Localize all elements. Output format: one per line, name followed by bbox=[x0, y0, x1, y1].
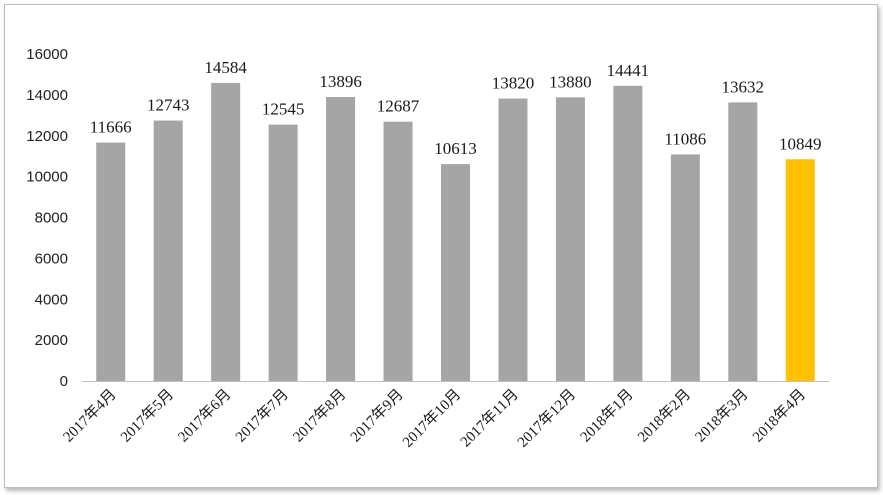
data-label: 10849 bbox=[779, 134, 822, 153]
x-tick-label: 2017年6月 bbox=[175, 386, 235, 446]
data-label: 13896 bbox=[319, 72, 362, 91]
bar bbox=[441, 164, 470, 381]
x-tick-label: 2017年7月 bbox=[232, 386, 292, 446]
x-tick-label: 2017年8月 bbox=[290, 386, 350, 446]
y-tick-label: 0 bbox=[60, 373, 68, 390]
y-tick-label: 16000 bbox=[26, 46, 68, 63]
y-tick-label: 6000 bbox=[35, 250, 68, 267]
data-labels: 11666 12743 14584 12545 13896 12687 10613 13820… bbox=[90, 58, 822, 158]
bar bbox=[728, 102, 758, 382]
data-label: 10613 bbox=[434, 139, 477, 158]
data-label: 13820 bbox=[492, 74, 535, 93]
data-label: 13880 bbox=[549, 72, 592, 91]
data-label: 12687 bbox=[377, 97, 420, 116]
data-label: 11086 bbox=[664, 129, 706, 148]
bar bbox=[498, 98, 528, 382]
data-label: 12545 bbox=[262, 100, 305, 119]
y-tick-label: 14000 bbox=[26, 87, 68, 104]
bar bbox=[613, 85, 643, 381]
y-tick-label: 10000 bbox=[26, 169, 68, 186]
bar bbox=[383, 121, 413, 381]
y-tick-label: 2000 bbox=[35, 332, 68, 349]
x-tick-label: 2017年9月 bbox=[347, 386, 407, 446]
bar bbox=[96, 142, 126, 381]
data-label: 11666 bbox=[90, 118, 132, 137]
x-tick-label: 2018年1月 bbox=[577, 386, 637, 446]
y-axis: 0 2000 4000 6000 8000 10000 12000 14000 16000 bbox=[26, 46, 68, 390]
bar bbox=[326, 97, 356, 382]
data-label: 13632 bbox=[722, 77, 765, 96]
bar bbox=[211, 82, 241, 381]
x-tick-label: 2018年3月 bbox=[692, 386, 752, 446]
x-axis: 2017年4月2017年5月2017年6月2017年7月2017年8月2017年… bbox=[60, 381, 829, 451]
y-tick-label: 12000 bbox=[26, 128, 68, 145]
y-tick-label: 4000 bbox=[35, 291, 68, 308]
bar bbox=[785, 159, 815, 381]
x-tick-label: 2018年2月 bbox=[634, 386, 694, 446]
bars bbox=[96, 82, 815, 382]
x-tick-label: 2017年12月 bbox=[514, 386, 579, 451]
data-label: 14441 bbox=[607, 61, 650, 80]
x-tick-label: 2017年10月 bbox=[399, 386, 464, 451]
bar bbox=[268, 124, 298, 381]
data-label: 14584 bbox=[204, 58, 247, 77]
x-tick-label: 2017年5月 bbox=[117, 386, 177, 446]
y-tick-label: 8000 bbox=[35, 210, 68, 227]
data-label: 12743 bbox=[147, 96, 190, 115]
bar bbox=[670, 154, 700, 381]
bar bbox=[153, 120, 183, 381]
bar bbox=[555, 97, 585, 381]
x-tick-label: 2017年4月 bbox=[60, 386, 120, 446]
x-tick-label: 2018年4月 bbox=[749, 386, 809, 446]
x-tick-label: 2017年11月 bbox=[457, 386, 522, 451]
